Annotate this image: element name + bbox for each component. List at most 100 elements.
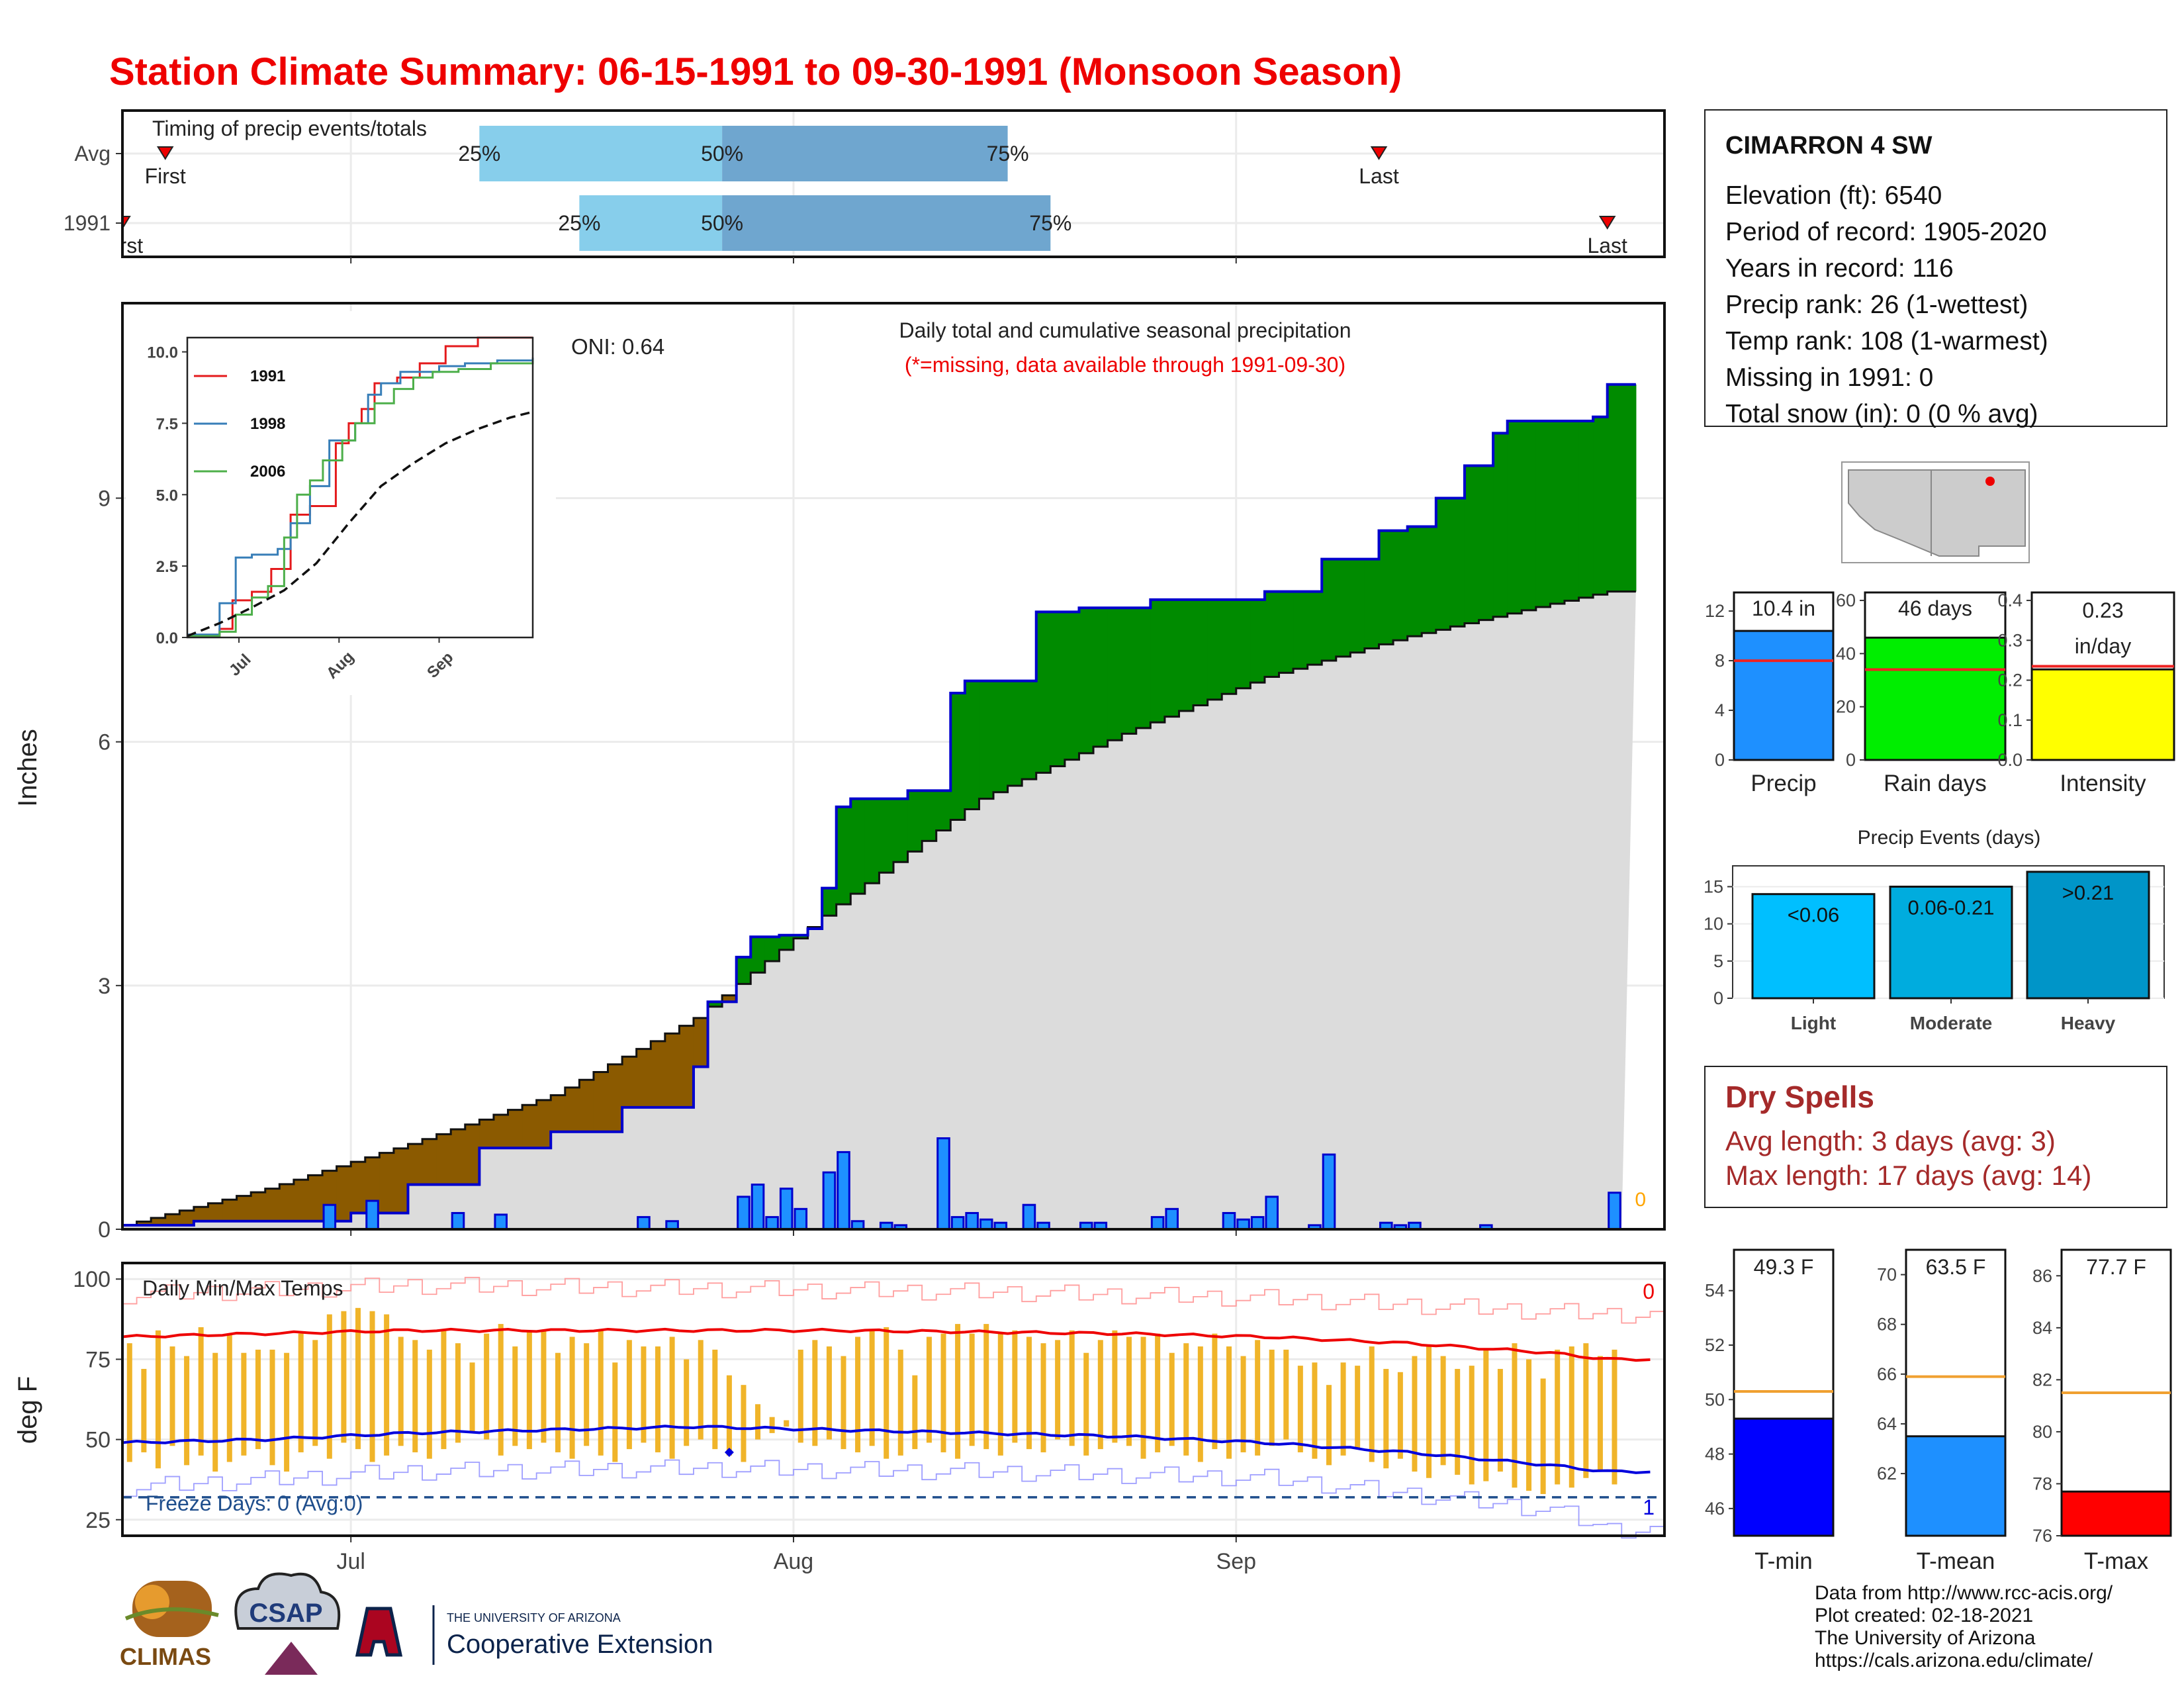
ua-logo-shape bbox=[355, 1607, 403, 1657]
event-label-light: Light bbox=[1791, 1013, 1836, 1033]
daily-temp-bar bbox=[1112, 1330, 1118, 1443]
deficit-area bbox=[522, 1105, 537, 1149]
daily-temp-bar bbox=[312, 1340, 318, 1446]
dry-spells-title: Dry Spells bbox=[1725, 1080, 1874, 1114]
timing-label-75: 75% bbox=[1029, 211, 1071, 235]
daily-temp-bar bbox=[969, 1333, 975, 1446]
surplus-area bbox=[1464, 465, 1480, 624]
inset-legend-label: 1991 bbox=[250, 367, 285, 385]
daily-precip-bar bbox=[950, 1216, 965, 1231]
tbar-ytick-label: 70 bbox=[1877, 1265, 1897, 1285]
daily-temp-bar bbox=[1040, 1343, 1046, 1452]
temps-ytick-label: 25 bbox=[85, 1508, 111, 1533]
deficit-area bbox=[636, 1049, 651, 1107]
daily-temp-bar bbox=[526, 1330, 532, 1450]
daily-temp-bar bbox=[269, 1349, 275, 1466]
summary-value-precip: 10.4 in bbox=[1752, 596, 1815, 620]
daily-temp-bar bbox=[897, 1349, 903, 1456]
tbar-value-tmax: 77.7 F bbox=[2086, 1255, 2146, 1279]
summary-ytick-label: 60 bbox=[1836, 590, 1856, 610]
station-temp-rank: Temp rank: 108 (1-warmest) bbox=[1725, 327, 2048, 355]
timing-label-50: 50% bbox=[701, 142, 743, 165]
timing-label-25: 25% bbox=[558, 211, 600, 235]
daily-temp-bar bbox=[412, 1340, 418, 1452]
daily-temp-bar bbox=[698, 1340, 704, 1440]
tbar-bar-tmean bbox=[1905, 1435, 2007, 1537]
tbar-label-tmean: T-mean bbox=[1917, 1548, 1995, 1574]
surplus-area bbox=[1550, 420, 1565, 604]
temps-ytick-label: 50 bbox=[85, 1428, 111, 1453]
surplus-area bbox=[922, 790, 937, 841]
inset-ytick-label: 2.5 bbox=[156, 558, 178, 576]
dry-spells-avg: Avg length: 3 days (avg: 3) bbox=[1725, 1125, 2056, 1156]
temps-xtick-label: Aug bbox=[774, 1549, 814, 1574]
daily-precip-bar bbox=[1236, 1218, 1250, 1231]
summary-ytick-label: 0.2 bbox=[1997, 671, 2023, 690]
tbar-ytick-label: 86 bbox=[2032, 1266, 2052, 1286]
daily-temp-bar bbox=[484, 1333, 490, 1440]
avg-max-line bbox=[122, 1327, 1651, 1362]
summary-ytick-label: 0 bbox=[1715, 750, 1725, 770]
daily-precip-bar bbox=[737, 1196, 751, 1231]
daily-temp-bar bbox=[1597, 1356, 1603, 1472]
surplus-area bbox=[779, 935, 794, 950]
surplus-area bbox=[1179, 599, 1194, 712]
surplus-area bbox=[907, 790, 923, 852]
daily-temp-bar bbox=[384, 1314, 390, 1456]
surplus-area bbox=[1050, 612, 1066, 767]
daily-temp-bar bbox=[1097, 1340, 1103, 1450]
daily-temp-bar bbox=[1012, 1330, 1018, 1443]
deficit-area bbox=[551, 1095, 566, 1132]
avg-min-line bbox=[122, 1425, 1651, 1474]
summary-bars: 0 4 8 12 10.4 in Precip 0 20 40 60 46 days Rain day… bbox=[1705, 590, 2175, 796]
daily-temp-bar bbox=[1426, 1346, 1432, 1478]
daily-temp-bar bbox=[940, 1333, 946, 1452]
deficit-area bbox=[664, 1033, 680, 1107]
station-snow: Total snow (in): 0 (0 % avg) bbox=[1725, 400, 2038, 428]
surplus-area bbox=[1093, 608, 1109, 747]
surplus-area bbox=[1207, 599, 1222, 700]
daily-temp-bar bbox=[169, 1346, 175, 1446]
daily-temp-bar bbox=[1312, 1362, 1318, 1459]
csap-logo-text: CSAP bbox=[249, 1599, 322, 1628]
surplus-area bbox=[950, 693, 966, 820]
deficit-area bbox=[265, 1188, 280, 1221]
deficit-area bbox=[465, 1124, 480, 1185]
daily-temp-bar bbox=[841, 1356, 846, 1450]
surplus-area bbox=[979, 680, 994, 799]
inset-frame bbox=[186, 336, 534, 639]
daily-temp-bar bbox=[426, 1349, 432, 1459]
daily-temp-bar bbox=[441, 1330, 447, 1450]
surplus-area bbox=[1507, 420, 1522, 614]
daily-precip-bar bbox=[494, 1213, 508, 1231]
temps-ylabel: deg F bbox=[13, 1376, 42, 1444]
daily-precip-bar bbox=[751, 1184, 765, 1231]
surplus-area bbox=[751, 937, 766, 973]
daily-precip-bar bbox=[979, 1218, 993, 1231]
inset-legend-label: 1998 bbox=[250, 415, 285, 433]
daily-temp-bar bbox=[569, 1336, 575, 1459]
event-value-light: <0.06 bbox=[1788, 904, 1839, 927]
deficit-area bbox=[365, 1157, 380, 1213]
daily-temp-bar bbox=[1455, 1368, 1461, 1475]
daily-temp-bar bbox=[241, 1352, 247, 1456]
daily-temp-bar bbox=[926, 1336, 932, 1443]
daily-precip-bar bbox=[322, 1203, 337, 1231]
inset-ytick-label: 10.0 bbox=[147, 344, 178, 362]
deficit-area bbox=[136, 1221, 152, 1225]
daily-temp-bar bbox=[1183, 1343, 1189, 1456]
main-ytick-label: 3 bbox=[98, 974, 111, 999]
deficit-area bbox=[379, 1152, 394, 1213]
tbar-ytick-label: 80 bbox=[2032, 1422, 2052, 1442]
missing-count: 0 bbox=[1635, 1189, 1646, 1211]
daily-precip-bar bbox=[451, 1211, 465, 1231]
deficit-area bbox=[593, 1072, 609, 1132]
deficit-area bbox=[279, 1184, 295, 1221]
daily-temp-bar bbox=[584, 1343, 590, 1446]
daily-temp-bar bbox=[1255, 1340, 1261, 1456]
deficit-area bbox=[479, 1119, 494, 1149]
daily-precip-bar bbox=[1165, 1207, 1179, 1231]
daily-temp-bar bbox=[326, 1314, 332, 1459]
summary-bar-rain-days bbox=[1864, 636, 2007, 761]
station-name: CIMARRON 4 SW bbox=[1725, 132, 1933, 160]
